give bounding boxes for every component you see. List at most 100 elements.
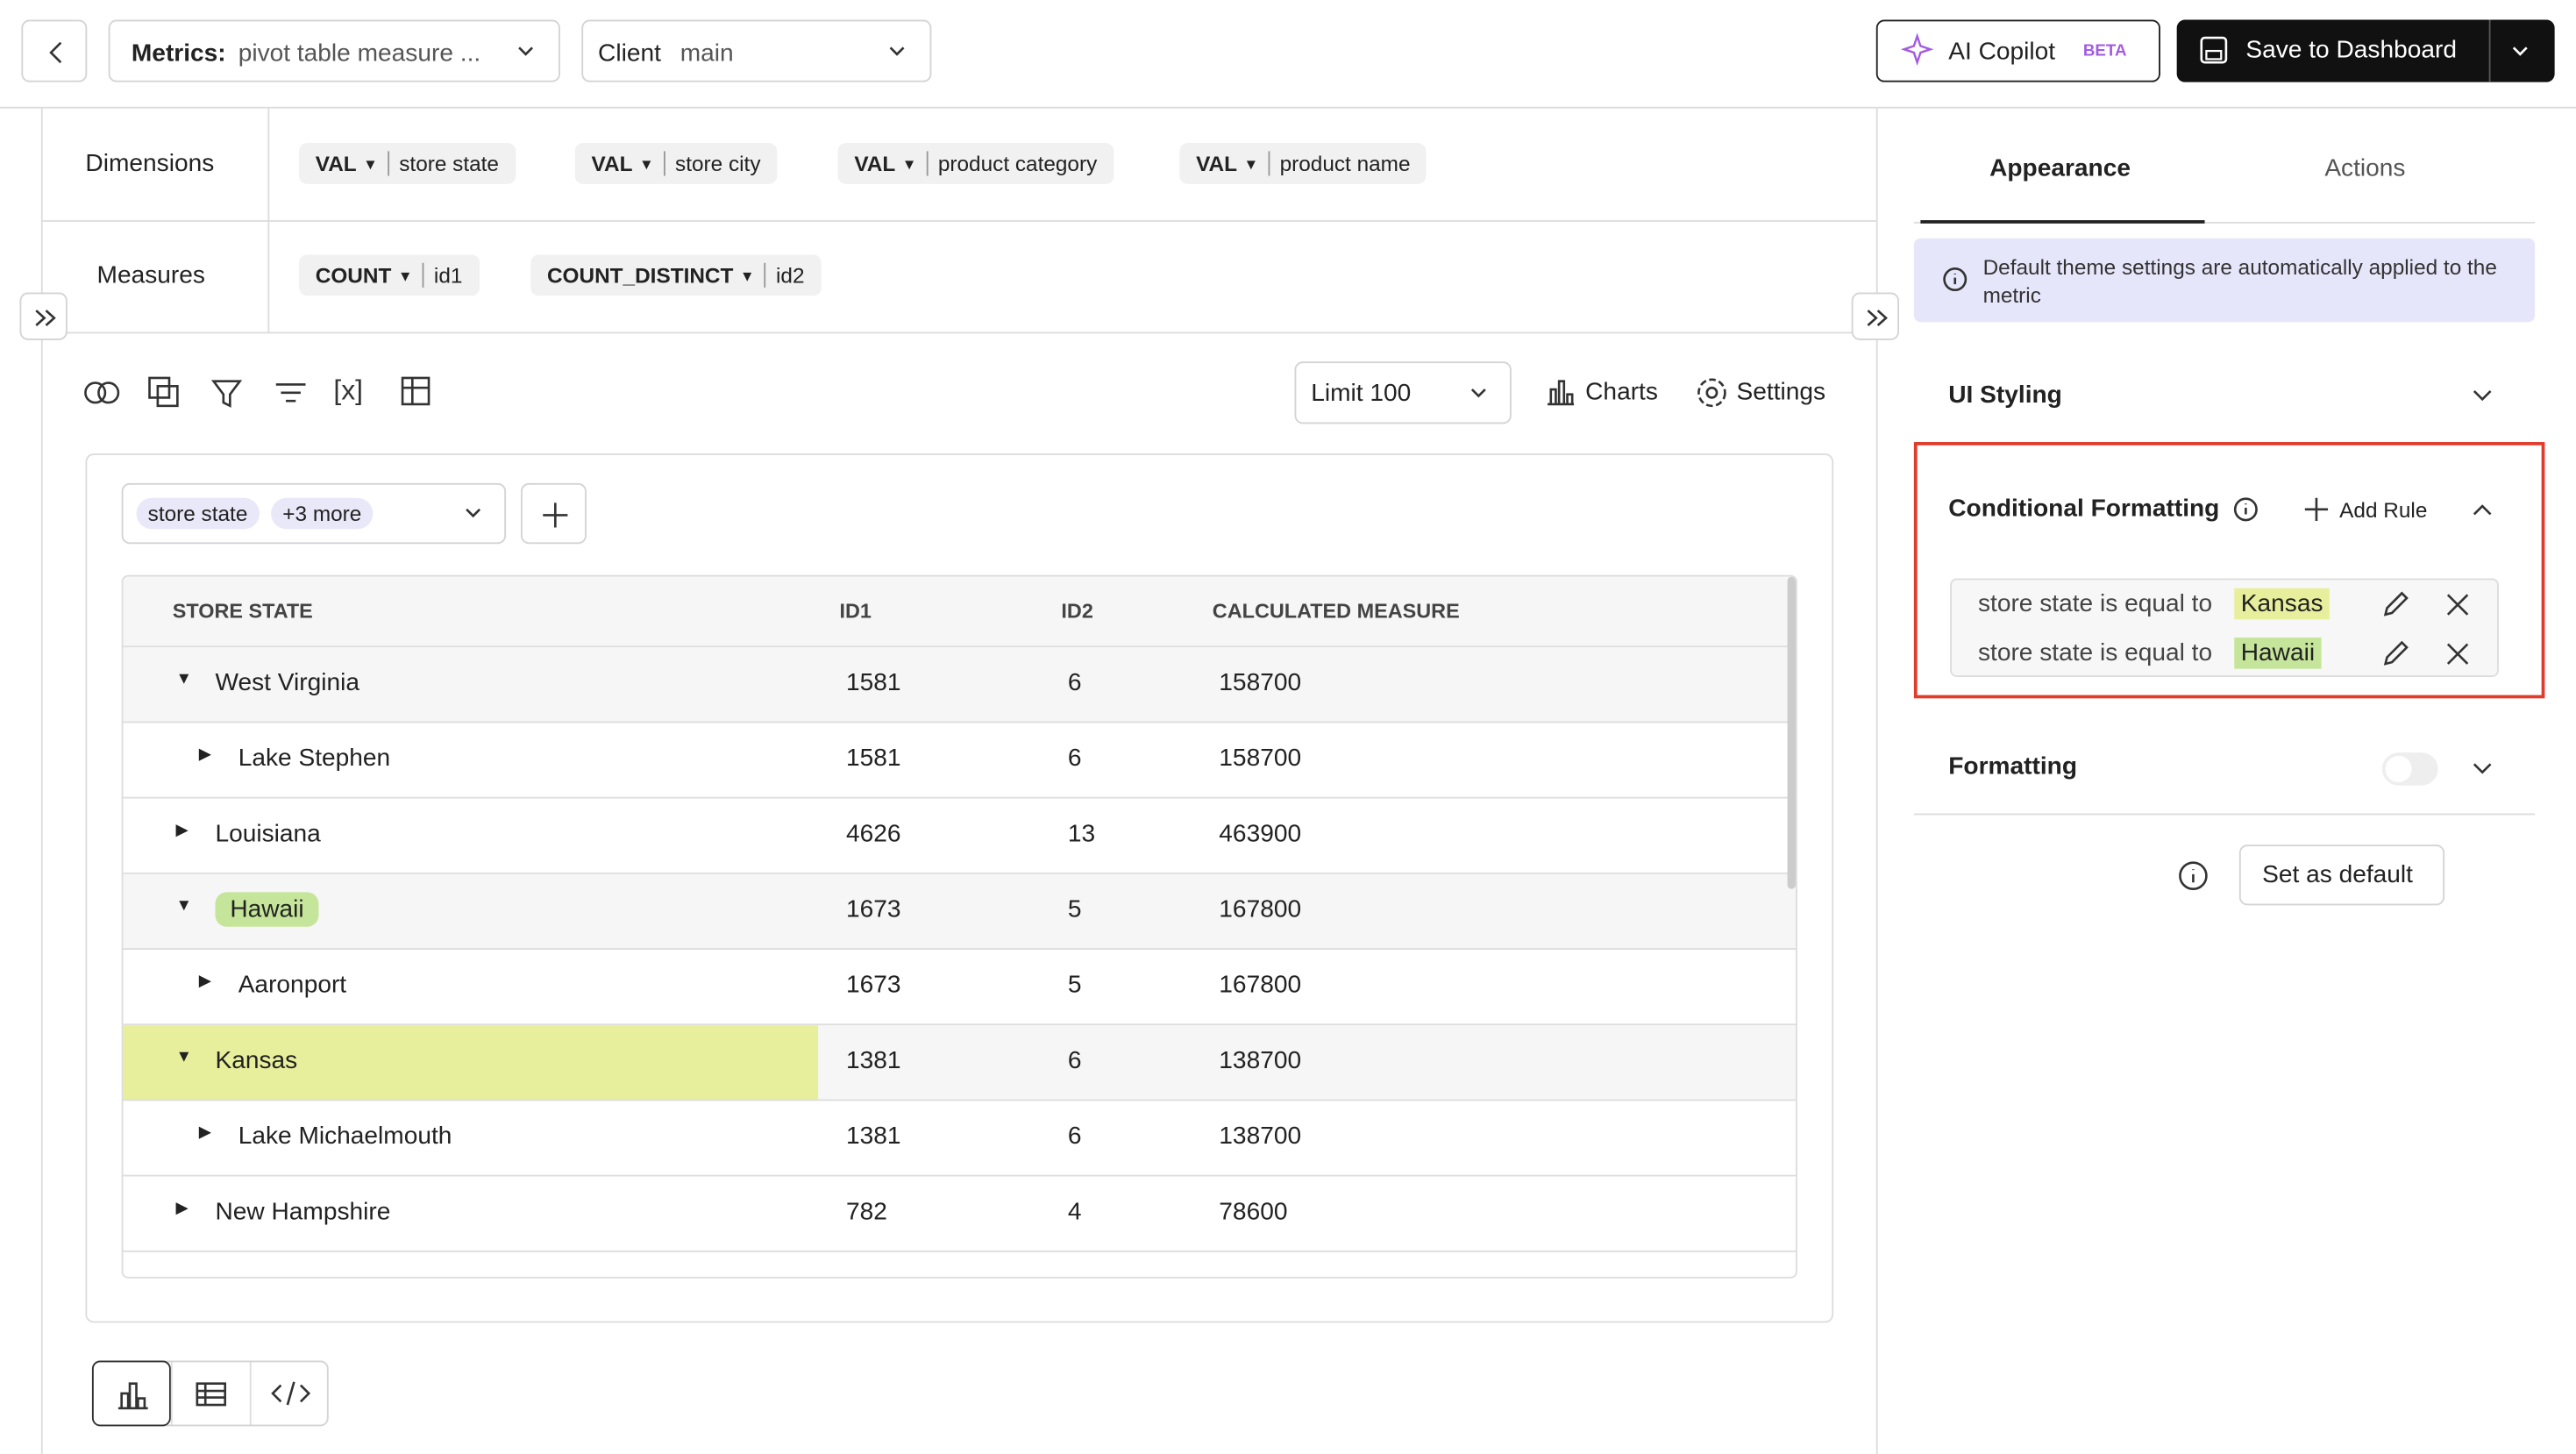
collapse-toggle[interactable]: ▼ — [175, 897, 193, 916]
collapse-toggle[interactable]: ▼ — [175, 670, 193, 689]
aggregation: COUNT — [315, 262, 392, 288]
row-label: Aaronport — [238, 971, 347, 1000]
highlight-box — [1913, 442, 2545, 699]
row-label: Hawaii — [215, 892, 319, 927]
back-button[interactable] — [21, 19, 88, 82]
row-label: Lake Stephen — [238, 744, 391, 773]
column-header[interactable]: CALCULATED MEASURE — [1212, 599, 1460, 624]
column-header[interactable]: STORE STATE — [172, 599, 313, 624]
cell-measure: 167800 — [1219, 895, 1302, 924]
divider — [170, 1362, 173, 1425]
field: product category — [926, 151, 1097, 176]
highlight-cell — [123, 1025, 819, 1100]
divider — [40, 108, 43, 1454]
table-header — [123, 576, 1796, 648]
tab[interactable]: Actions — [2324, 154, 2406, 182]
expand-toggle[interactable]: ▶ — [198, 745, 212, 765]
field-chip[interactable]: COUNT_DISTINCT ▼ id2 — [530, 254, 822, 296]
caret: ▼ — [1243, 155, 1259, 172]
label: Add Rule — [2339, 497, 2428, 523]
table-row: ▶ Aaronport 1673 5 167800 — [123, 950, 1796, 1026]
chip: +3 more — [271, 497, 374, 530]
tab[interactable]: Appearance — [1989, 154, 2131, 182]
section-title[interactable]: UI Styling — [1948, 381, 2062, 410]
row-label: Lake Michaelmouth — [238, 1122, 452, 1151]
cell-id1: 4626 — [845, 819, 901, 848]
copilot-button[interactable]: AI Copilot BETA — [1875, 19, 2160, 82]
cell-measure: 78600 — [1219, 1197, 1288, 1226]
column-header[interactable]: ID1 — [839, 599, 872, 624]
expand-toggle[interactable]: ▶ — [175, 1199, 189, 1218]
add-rule-button[interactable]: Add Rule — [2300, 493, 2448, 525]
expand-toggle[interactable]: ▶ — [198, 1123, 212, 1143]
row-label: West Virginia — [215, 668, 360, 697]
cell-measure: 158700 — [1219, 668, 1302, 697]
chart-view-button[interactable] — [91, 1360, 171, 1427]
collapse-button[interactable] — [19, 292, 68, 340]
metric-select[interactable]: Metrics: pivot table measure ... — [108, 19, 560, 82]
measures-row: Measures COUNT ▼ id1 COUNT_DISTINCT ▼ id2 — [97, 220, 1875, 331]
collapse-button[interactable] — [1851, 292, 1900, 340]
table-view-button[interactable] — [173, 1362, 252, 1428]
label: Charts — [1585, 377, 1658, 406]
add-button[interactable] — [520, 482, 587, 545]
label: Limit 100 — [1311, 379, 1412, 408]
settings-button[interactable]: Settings — [1696, 374, 1844, 410]
cell-id1: 1381 — [845, 1046, 901, 1075]
row-label: Kansas — [215, 1046, 298, 1075]
cell-measure: 167800 — [1219, 971, 1302, 1000]
field-chip[interactable]: COUNT ▼ id1 — [299, 254, 480, 296]
cell-id2: 6 — [1067, 1046, 1082, 1075]
toggle[interactable] — [2381, 752, 2438, 786]
field-chip[interactable]: VAL ▼ product name — [1179, 143, 1427, 184]
chip: store state — [136, 497, 260, 530]
field: id2 — [764, 262, 805, 288]
aggregation: VAL — [854, 151, 896, 176]
collapse-toggle[interactable]: ▼ — [175, 1048, 193, 1067]
pivot-table: STORE STATE ID1 ID2 CALCULATED MEASURE ▼ West… — [121, 574, 1797, 1279]
table-row: ▼ West Virginia 1581 6 158700 — [123, 647, 1796, 723]
cell-id1: 1673 — [845, 895, 901, 924]
notice: Default theme settings are automatically… — [1913, 238, 2536, 323]
field-chip[interactable]: VAL ▼ store state — [299, 143, 516, 184]
charts-button[interactable]: Charts — [1544, 374, 1676, 410]
code-view-button[interactable] — [252, 1362, 331, 1428]
table-row: ▼ Kansas 1381 6 138700 — [123, 1025, 1796, 1101]
tab-indicator — [1920, 220, 2205, 224]
field-chip[interactable]: VAL ▼ store city — [574, 143, 778, 184]
field-chip[interactable]: VAL ▼ product category — [837, 143, 1114, 184]
label: Dimensions — [85, 149, 215, 178]
cell-measure: 138700 — [1219, 1122, 1302, 1151]
expand-toggle[interactable]: ▶ — [198, 973, 212, 991]
section-title[interactable]: Formatting — [1948, 752, 2077, 781]
rule-actions[interactable] — [2379, 636, 2494, 672]
group-select[interactable]: store state +3 more — [121, 482, 507, 545]
section-title: Conditional Formatting — [1948, 494, 2220, 523]
cell-id2: 4 — [1067, 1197, 1082, 1226]
rule: store state is equal to Hawaii — [1952, 636, 2501, 672]
variables-button[interactable]: [x] — [333, 374, 364, 406]
save-button[interactable]: Save to Dashboard — [2176, 19, 2555, 82]
expand-toggle[interactable]: ▶ — [175, 821, 189, 840]
rule-text: store state is equal to — [1977, 589, 2213, 618]
row-label: Louisiana — [215, 819, 321, 848]
rule-value: Hawaii — [2234, 638, 2322, 669]
rule: store state is equal to Kansas — [1952, 587, 2501, 623]
table-row: ▶ Lake Michaelmouth 1381 6 138700 — [123, 1101, 1796, 1177]
field: id1 — [422, 262, 462, 288]
field: store state — [388, 151, 499, 176]
client-select[interactable]: Client main — [581, 19, 932, 82]
set-default-button[interactable]: Set as default — [2238, 845, 2445, 906]
table-row: ▶ Louisiana 4626 13 463900 — [123, 798, 1796, 874]
rule-actions[interactable] — [2379, 587, 2494, 623]
divider — [40, 220, 1876, 222]
view-toggle — [91, 1360, 331, 1428]
toolbar-icons[interactable] — [79, 370, 506, 419]
cell-measure: 463900 — [1219, 819, 1302, 848]
caret: ▼ — [397, 267, 413, 284]
limit-select[interactable]: Limit 100 — [1294, 361, 1512, 424]
column-header[interactable]: ID2 — [1061, 599, 1093, 624]
row-label: New Hampshire — [215, 1197, 391, 1226]
cell-id1: 1381 — [845, 1122, 901, 1151]
